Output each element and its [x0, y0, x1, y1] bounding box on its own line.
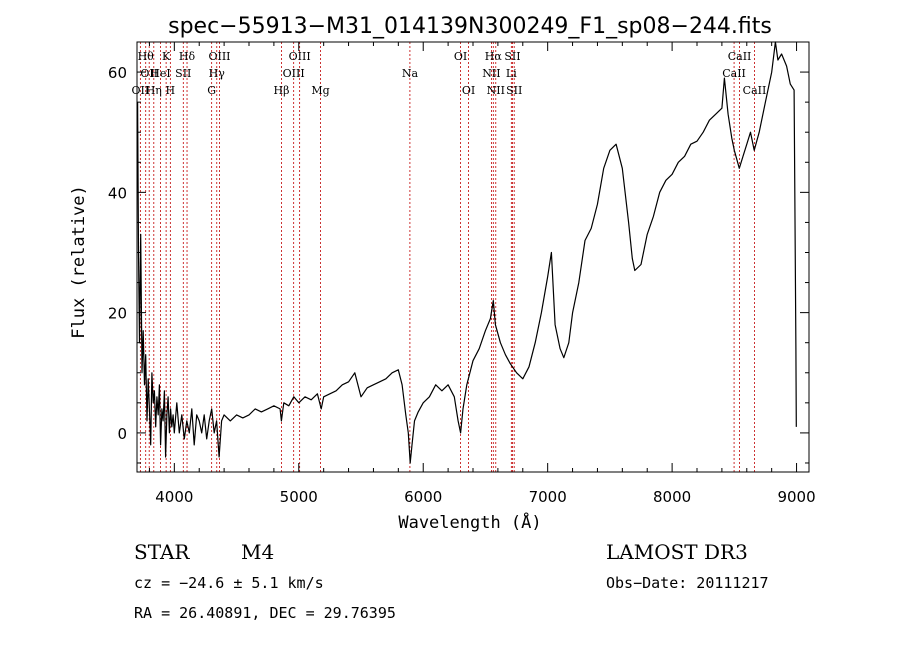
redshift-readout: cz = −24.6 ± 5.1 km/s	[134, 574, 324, 592]
axis-tick-labels: 4000 5000 6000 7000 8000 9000 0 20 40 60	[108, 64, 816, 506]
spectral-line-label: OII	[132, 84, 150, 97]
spectral-line-label: OIII	[289, 50, 311, 63]
spectral-line-label: CaII	[728, 50, 752, 63]
spectral-line-label: Hη	[146, 84, 162, 97]
x-tick-label: 7000	[529, 488, 567, 506]
y-tick-label: 40	[108, 184, 127, 202]
chart-title: spec−55913−M31_014139N300249_F1_sp08−244…	[168, 14, 772, 39]
spectral-line-label: NII	[482, 67, 500, 80]
spectral-line-label: K	[162, 50, 171, 63]
x-tick-label: 9000	[777, 488, 815, 506]
y-tick-label: 60	[108, 64, 127, 82]
spectral-line-label: Hα	[485, 50, 503, 63]
y-axis-label: Flux (relative)	[69, 185, 89, 339]
spectral-line-label: Mg	[311, 84, 329, 97]
spectral-line-markers	[139, 42, 755, 472]
spectral-line-label: G	[207, 84, 216, 97]
spectral-line-label: Hβ	[274, 84, 290, 97]
x-tick-label: 5000	[280, 488, 318, 506]
spectral-line-label: Hθ	[138, 50, 155, 63]
spectral-line-label: OI	[462, 84, 475, 97]
x-tick-label: 8000	[653, 488, 691, 506]
spectral-line-labels: OIIHθOIIHηHeIKHSIIHδGHγOIIIHβOIIIOIIIMgN…	[132, 50, 767, 97]
coordinates-readout: RA = 26.40891, DEC = 29.76395	[134, 604, 396, 622]
x-tick-label: 4000	[155, 488, 193, 506]
spectral-line-label: OI	[454, 50, 467, 63]
observation-date: Obs−Date: 20111217	[606, 574, 769, 592]
spectral-line-label: H	[166, 84, 176, 97]
x-tick-label: 6000	[404, 488, 442, 506]
spectral-line-label: OIII	[208, 50, 230, 63]
spectral-line-label: Li	[506, 67, 517, 80]
spectral-line-label: SII	[506, 84, 522, 97]
y-tick-label: 20	[108, 305, 127, 323]
spectral-line-label: SII	[504, 50, 520, 63]
spectral-line-label: OII	[140, 67, 158, 80]
x-axis-label: Wavelength (Å)	[398, 511, 541, 533]
spectral-line-label: CaII	[722, 67, 746, 80]
object-subclass: M4	[241, 540, 275, 564]
flux-line	[137, 41, 797, 464]
plot-frame	[136, 41, 810, 473]
spectral-line-label: HeI	[150, 67, 170, 80]
y-tick-label: 0	[117, 425, 127, 443]
spectral-line-label: OIII	[283, 67, 305, 80]
spectral-line-label: CaII	[743, 84, 767, 97]
spectral-line-label: NII	[487, 84, 505, 97]
spectral-line-label: Hδ	[179, 50, 196, 63]
spectral-line-label: SII	[175, 67, 191, 80]
survey-name: LAMOST DR3	[606, 540, 748, 564]
spectral-line-label: Hγ	[209, 67, 226, 80]
object-class: STAR	[134, 540, 190, 564]
axis-ticks	[137, 41, 809, 472]
spectral-line-label: Na	[402, 67, 419, 80]
